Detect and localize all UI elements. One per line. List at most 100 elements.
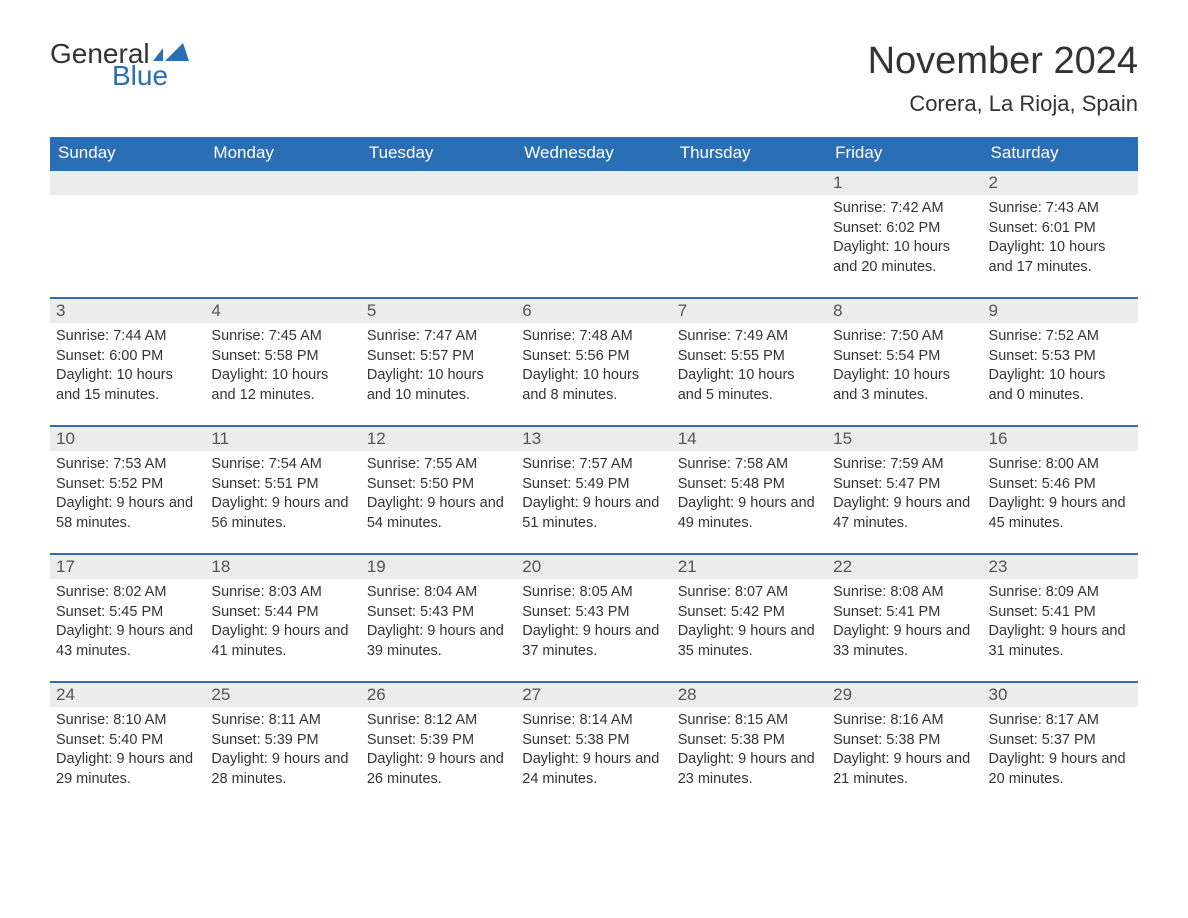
day-content: Sunrise: 8:09 AMSunset: 5:41 PMDaylight:… (983, 579, 1138, 665)
day-number: 11 (205, 427, 360, 451)
daylight-text: Daylight: 9 hours and 56 minutes. (211, 494, 354, 533)
sunset-text: Sunset: 5:53 PM (989, 347, 1132, 367)
sunrise-text: Sunrise: 8:11 AM (211, 711, 354, 731)
sunset-text: Sunset: 5:39 PM (367, 731, 510, 751)
day-number (205, 171, 360, 195)
day-number: 19 (361, 555, 516, 579)
day-number: 15 (827, 427, 982, 451)
day-cell: 1Sunrise: 7:42 AMSunset: 6:02 PMDaylight… (827, 170, 982, 298)
day-content: Sunrise: 7:50 AMSunset: 5:54 PMDaylight:… (827, 323, 982, 409)
day-number: 12 (361, 427, 516, 451)
day-cell: 19Sunrise: 8:04 AMSunset: 5:43 PMDayligh… (361, 554, 516, 682)
location-text: Corera, La Rioja, Spain (868, 91, 1138, 117)
day-number: 9 (983, 299, 1138, 323)
daylight-text: Daylight: 9 hours and 28 minutes. (211, 750, 354, 789)
daylight-text: Daylight: 9 hours and 47 minutes. (833, 494, 976, 533)
day-content: Sunrise: 7:59 AMSunset: 5:47 PMDaylight:… (827, 451, 982, 537)
sunrise-text: Sunrise: 8:17 AM (989, 711, 1132, 731)
day-number: 17 (50, 555, 205, 579)
weekday-header: Sunday (50, 137, 205, 170)
sunset-text: Sunset: 5:40 PM (56, 731, 199, 751)
day-cell: 4Sunrise: 7:45 AMSunset: 5:58 PMDaylight… (205, 298, 360, 426)
day-number: 20 (516, 555, 671, 579)
logo-text-blue: Blue (112, 62, 189, 90)
sunrise-text: Sunrise: 8:09 AM (989, 583, 1132, 603)
day-cell: 21Sunrise: 8:07 AMSunset: 5:42 PMDayligh… (672, 554, 827, 682)
day-number (361, 171, 516, 195)
week-row: 24Sunrise: 8:10 AMSunset: 5:40 PMDayligh… (50, 682, 1138, 810)
day-cell: 14Sunrise: 7:58 AMSunset: 5:48 PMDayligh… (672, 426, 827, 554)
day-content: Sunrise: 7:49 AMSunset: 5:55 PMDaylight:… (672, 323, 827, 409)
sunset-text: Sunset: 5:45 PM (56, 603, 199, 623)
day-content: Sunrise: 8:03 AMSunset: 5:44 PMDaylight:… (205, 579, 360, 665)
daylight-text: Daylight: 9 hours and 41 minutes. (211, 622, 354, 661)
month-title: November 2024 (868, 40, 1138, 83)
sunset-text: Sunset: 5:52 PM (56, 475, 199, 495)
daylight-text: Daylight: 9 hours and 35 minutes. (678, 622, 821, 661)
day-number: 14 (672, 427, 827, 451)
daylight-text: Daylight: 9 hours and 31 minutes. (989, 622, 1132, 661)
day-number (672, 171, 827, 195)
day-content: Sunrise: 7:47 AMSunset: 5:57 PMDaylight:… (361, 323, 516, 409)
day-cell: 17Sunrise: 8:02 AMSunset: 5:45 PMDayligh… (50, 554, 205, 682)
day-content: Sunrise: 7:58 AMSunset: 5:48 PMDaylight:… (672, 451, 827, 537)
day-cell: 20Sunrise: 8:05 AMSunset: 5:43 PMDayligh… (516, 554, 671, 682)
daylight-text: Daylight: 9 hours and 43 minutes. (56, 622, 199, 661)
day-number: 3 (50, 299, 205, 323)
logo: General Blue (50, 40, 189, 90)
day-cell: 16Sunrise: 8:00 AMSunset: 5:46 PMDayligh… (983, 426, 1138, 554)
sunset-text: Sunset: 6:02 PM (833, 219, 976, 239)
daylight-text: Daylight: 9 hours and 37 minutes. (522, 622, 665, 661)
day-content: Sunrise: 8:16 AMSunset: 5:38 PMDaylight:… (827, 707, 982, 793)
daylight-text: Daylight: 9 hours and 33 minutes. (833, 622, 976, 661)
sunrise-text: Sunrise: 7:42 AM (833, 199, 976, 219)
day-cell: 23Sunrise: 8:09 AMSunset: 5:41 PMDayligh… (983, 554, 1138, 682)
day-cell: 29Sunrise: 8:16 AMSunset: 5:38 PMDayligh… (827, 682, 982, 810)
sunrise-text: Sunrise: 8:16 AM (833, 711, 976, 731)
day-cell: 26Sunrise: 8:12 AMSunset: 5:39 PMDayligh… (361, 682, 516, 810)
day-number: 23 (983, 555, 1138, 579)
day-cell: 2Sunrise: 7:43 AMSunset: 6:01 PMDaylight… (983, 170, 1138, 298)
day-content: Sunrise: 8:00 AMSunset: 5:46 PMDaylight:… (983, 451, 1138, 537)
day-cell (50, 170, 205, 298)
day-content: Sunrise: 8:05 AMSunset: 5:43 PMDaylight:… (516, 579, 671, 665)
sunrise-text: Sunrise: 8:02 AM (56, 583, 199, 603)
day-cell: 27Sunrise: 8:14 AMSunset: 5:38 PMDayligh… (516, 682, 671, 810)
day-cell: 18Sunrise: 8:03 AMSunset: 5:44 PMDayligh… (205, 554, 360, 682)
sunrise-text: Sunrise: 7:52 AM (989, 327, 1132, 347)
sunrise-text: Sunrise: 7:59 AM (833, 455, 976, 475)
day-number: 7 (672, 299, 827, 323)
sunset-text: Sunset: 5:41 PM (989, 603, 1132, 623)
day-content: Sunrise: 8:04 AMSunset: 5:43 PMDaylight:… (361, 579, 516, 665)
day-content: Sunrise: 8:02 AMSunset: 5:45 PMDaylight:… (50, 579, 205, 665)
day-number (516, 171, 671, 195)
day-number: 4 (205, 299, 360, 323)
sunset-text: Sunset: 5:38 PM (833, 731, 976, 751)
day-content: Sunrise: 7:55 AMSunset: 5:50 PMDaylight:… (361, 451, 516, 537)
sunrise-text: Sunrise: 7:58 AM (678, 455, 821, 475)
sunset-text: Sunset: 5:43 PM (367, 603, 510, 623)
weekday-header: Monday (205, 137, 360, 170)
sunset-text: Sunset: 5:54 PM (833, 347, 976, 367)
day-number: 2 (983, 171, 1138, 195)
weekday-header: Friday (827, 137, 982, 170)
day-number: 29 (827, 683, 982, 707)
sunset-text: Sunset: 5:49 PM (522, 475, 665, 495)
day-cell: 8Sunrise: 7:50 AMSunset: 5:54 PMDaylight… (827, 298, 982, 426)
sunset-text: Sunset: 5:51 PM (211, 475, 354, 495)
day-content: Sunrise: 7:45 AMSunset: 5:58 PMDaylight:… (205, 323, 360, 409)
daylight-text: Daylight: 10 hours and 15 minutes. (56, 366, 199, 405)
day-cell: 24Sunrise: 8:10 AMSunset: 5:40 PMDayligh… (50, 682, 205, 810)
daylight-text: Daylight: 9 hours and 26 minutes. (367, 750, 510, 789)
day-number: 1 (827, 171, 982, 195)
daylight-text: Daylight: 10 hours and 0 minutes. (989, 366, 1132, 405)
day-content: Sunrise: 8:14 AMSunset: 5:38 PMDaylight:… (516, 707, 671, 793)
daylight-text: Daylight: 9 hours and 23 minutes. (678, 750, 821, 789)
week-row: 10Sunrise: 7:53 AMSunset: 5:52 PMDayligh… (50, 426, 1138, 554)
day-content: Sunrise: 7:52 AMSunset: 5:53 PMDaylight:… (983, 323, 1138, 409)
sunrise-text: Sunrise: 7:55 AM (367, 455, 510, 475)
day-content: Sunrise: 7:48 AMSunset: 5:56 PMDaylight:… (516, 323, 671, 409)
day-number: 30 (983, 683, 1138, 707)
day-cell (361, 170, 516, 298)
day-number: 27 (516, 683, 671, 707)
